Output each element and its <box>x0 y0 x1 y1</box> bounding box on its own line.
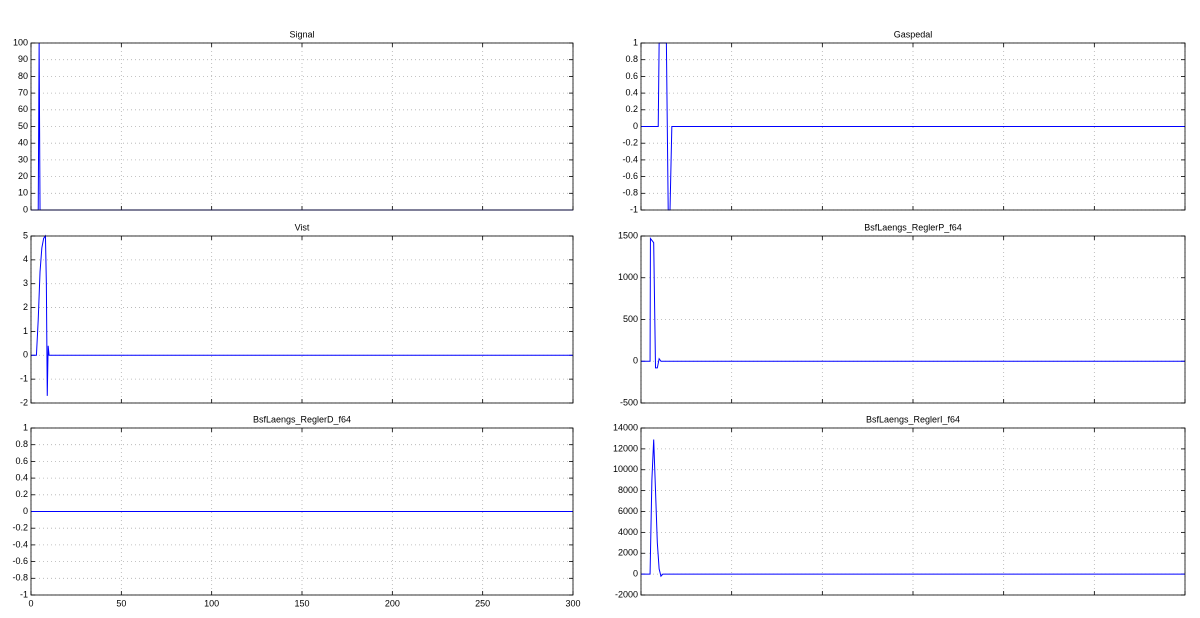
y-tick-label: 500 <box>623 314 638 324</box>
y-tick-label: 14000 <box>613 422 638 432</box>
y-tick-label: 12000 <box>613 443 638 453</box>
x-tick-label: 100 <box>204 598 219 608</box>
y-tick-label: 0 <box>633 356 638 366</box>
y-tick-label: 1 <box>23 326 28 336</box>
axes-frame <box>30 427 574 596</box>
y-tick-label: 1 <box>23 422 28 432</box>
y-tick-label: 10 <box>18 188 28 198</box>
y-tick-label: 0 <box>23 506 28 516</box>
y-tick-label: 0.8 <box>15 439 28 449</box>
y-tick-label: 2 <box>23 302 28 312</box>
y-tick-label: 1000 <box>618 272 638 282</box>
y-tick-label: 10000 <box>613 464 638 474</box>
data-line <box>641 439 1185 578</box>
y-tick-label: 0 <box>23 350 28 360</box>
chart-title: Vist <box>295 222 310 232</box>
y-tick-label: 0.4 <box>625 87 638 97</box>
data-line <box>641 42 1185 211</box>
data-line <box>31 234 573 396</box>
y-tick-label: 0 <box>633 121 638 131</box>
y-tick-label: 4 <box>23 254 28 264</box>
chart-title: Signal <box>289 29 314 39</box>
y-tick-label: 70 <box>18 87 28 97</box>
y-tick-label: 0.8 <box>625 54 638 64</box>
y-tick-label: 1500 <box>618 230 638 240</box>
y-tick-label: 0.6 <box>15 456 28 466</box>
y-tick-label: 90 <box>18 54 28 64</box>
y-tick-label: -0.8 <box>12 573 28 583</box>
y-tick-label: 100 <box>13 37 28 47</box>
chart-title: Gaspedal <box>894 29 933 39</box>
y-tick-label: 0 <box>23 204 28 214</box>
x-tick-label: 200 <box>385 598 400 608</box>
y-tick-label: 3 <box>23 278 28 288</box>
y-tick-label: 8000 <box>618 485 638 495</box>
y-tick-label: -0.6 <box>622 171 638 181</box>
y-tick-label: -1 <box>20 374 28 384</box>
x-tick-label: 250 <box>475 598 490 608</box>
y-tick-label: -2 <box>20 397 28 407</box>
y-tick-label: 60 <box>18 104 28 114</box>
y-tick-label: -0.4 <box>622 154 638 164</box>
y-tick-label: -0.6 <box>12 556 28 566</box>
axes-frame <box>640 235 1186 404</box>
axes-frame <box>30 42 574 211</box>
y-tick-label: 6000 <box>618 506 638 516</box>
x-tick-label: 0 <box>28 598 33 608</box>
y-tick-label: 20 <box>18 171 28 181</box>
y-tick-label: -1 <box>630 204 638 214</box>
chart-title: BsfLaengs_ReglerI_f64 <box>866 414 960 424</box>
data-line <box>641 237 1185 369</box>
y-tick-label: 30 <box>18 154 28 164</box>
y-tick-label: 4000 <box>618 527 638 537</box>
y-tick-label: 1 <box>633 37 638 47</box>
axes-frame <box>30 235 574 404</box>
y-tick-label: -2000 <box>615 589 638 599</box>
y-tick-label: -0.2 <box>12 523 28 533</box>
y-tick-label: -0.8 <box>622 188 638 198</box>
chart-title: BsfLaengs_ReglerP_f64 <box>864 222 962 232</box>
y-tick-label: 0.4 <box>15 472 28 482</box>
x-tick-label: 150 <box>294 598 309 608</box>
y-tick-label: 80 <box>18 71 28 81</box>
y-tick-label: -0.2 <box>622 138 638 148</box>
y-tick-label: 2000 <box>618 548 638 558</box>
y-tick-label: 0.2 <box>15 489 28 499</box>
plot-area <box>31 236 573 403</box>
axes-frame <box>640 42 1186 211</box>
y-tick-label: 0 <box>633 569 638 579</box>
x-tick-label: 50 <box>116 598 126 608</box>
y-tick-label: 0.2 <box>625 104 638 114</box>
y-tick-label: 40 <box>18 138 28 148</box>
axes-frame <box>640 427 1186 596</box>
y-tick-label: 50 <box>18 121 28 131</box>
x-tick-label: 300 <box>565 598 580 608</box>
y-tick-label: -0.4 <box>12 539 28 549</box>
y-tick-label: 0.6 <box>625 71 638 81</box>
y-tick-label: -500 <box>620 397 638 407</box>
y-tick-label: -1 <box>20 589 28 599</box>
y-tick-label: 5 <box>23 230 28 240</box>
chart-title: BsfLaengs_ReglerD_f64 <box>253 414 351 424</box>
plot-area <box>31 43 573 210</box>
